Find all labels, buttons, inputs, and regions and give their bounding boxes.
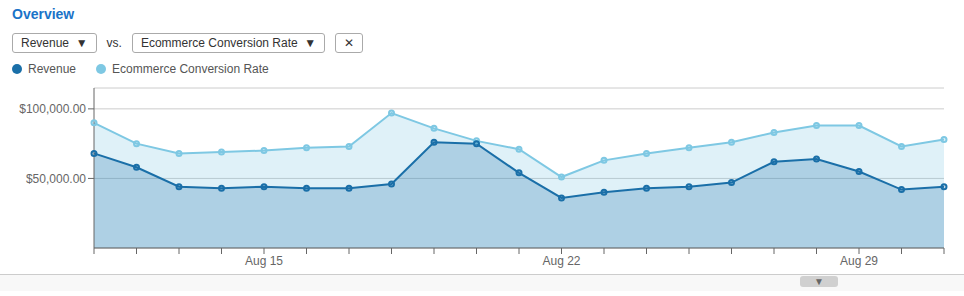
html-text:Ecommerce Conversion Rate ▼: Ecommerce Conversion Rate ▼ [140, 36, 317, 50]
html-text:Revenue: Revenue [28, 62, 76, 76]
svg-text:Aug 15: Aug 15 [245, 254, 283, 268]
html-text:vs.: vs. [106, 36, 122, 50]
svg-text:Aug 22: Aug 22 [542, 254, 580, 268]
svg-text:$100,000.00: $100,000.00 [19, 102, 86, 116]
html-text:Revenue ▼: Revenue ▼ [21, 36, 88, 50]
svg-text:Aug 29: Aug 29 [840, 254, 878, 268]
svg-text:$50,000.00: $50,000.00 [26, 172, 86, 186]
html-text:Overview: Overview [12, 6, 75, 22]
html-text:Ecommerce Conversion Rate: Ecommerce Conversion Rate [112, 62, 269, 76]
